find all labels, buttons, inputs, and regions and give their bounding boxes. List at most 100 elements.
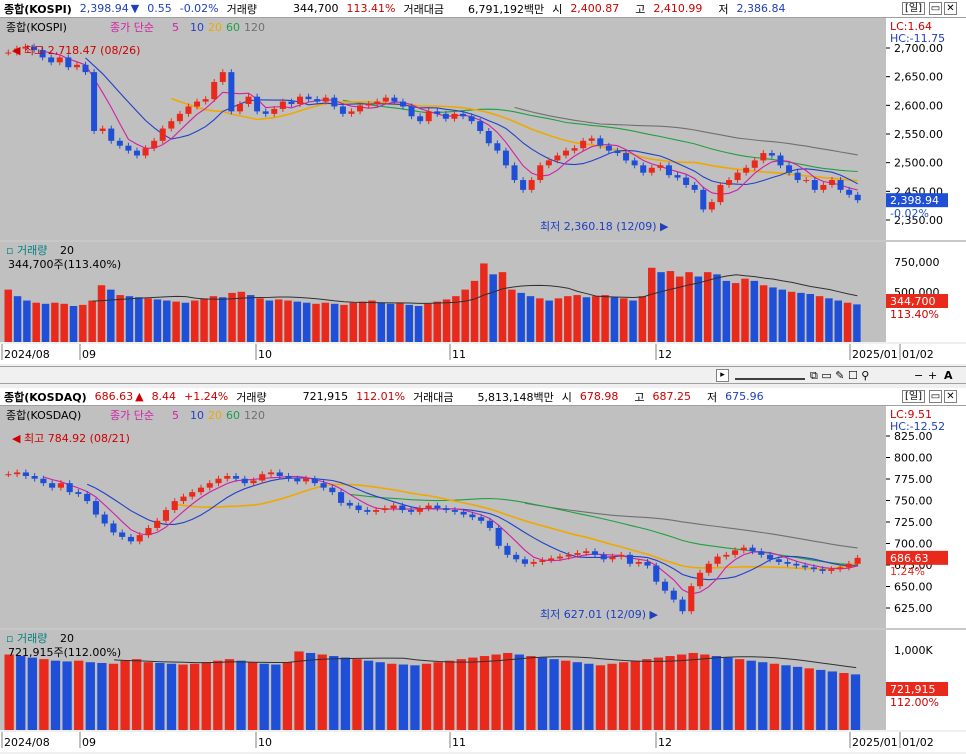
ma120-line (524, 502, 858, 549)
candle (775, 559, 782, 562)
volume-bar (294, 651, 304, 730)
volume-bar (284, 300, 292, 342)
candle (810, 567, 817, 570)
volume-bar (340, 304, 348, 342)
toolbar-icons[interactable]: ⧉ ▭ ✎ ☐ ⚲ (810, 369, 870, 382)
auto-scale-button[interactable]: A (944, 369, 953, 382)
candle (740, 547, 747, 551)
candle (846, 189, 853, 195)
volume-bar (442, 299, 451, 342)
candle (768, 153, 775, 156)
volume-bar (108, 663, 119, 730)
volume-label: 거래량 (236, 390, 267, 404)
candle (469, 514, 476, 518)
volume-bar (213, 660, 223, 730)
price-tick-label: 2,650.00 (894, 71, 943, 84)
kospi-volume-pct: 113.41% (346, 2, 396, 15)
volume-bar (330, 303, 339, 342)
volume-bar (166, 663, 177, 730)
volume-bar (573, 295, 581, 342)
amount-label: 거래대금 (413, 390, 454, 404)
candle (305, 96, 312, 100)
date-label: 12 (658, 736, 672, 749)
candle (14, 472, 21, 475)
volume-bar (60, 303, 68, 342)
volume-bar (741, 278, 749, 342)
kosdaq-high: 687.25 (652, 390, 692, 403)
kosdaq-chart[interactable]: 825.00800.00775.00750.00725.00700.00675.… (0, 406, 966, 754)
volume-axis-bg (886, 630, 966, 730)
candle (56, 57, 63, 63)
volume-label: 거래량 (226, 2, 258, 16)
candle (434, 505, 441, 509)
volume-bar (246, 295, 255, 342)
volume-bar (491, 654, 501, 730)
candle (605, 145, 612, 151)
volume-bar (155, 662, 165, 730)
candle (417, 116, 424, 122)
candle (116, 140, 123, 146)
volume-bar (424, 303, 432, 342)
candle (717, 184, 724, 203)
candle (399, 101, 406, 107)
period-button[interactable]: [일] (902, 2, 926, 15)
candle (451, 113, 458, 119)
candle (528, 180, 535, 190)
minimize-icon[interactable]: ▭ (929, 2, 942, 15)
zoom-in-button[interactable]: + (928, 369, 938, 382)
candle (588, 138, 595, 141)
volume-bar (377, 302, 386, 342)
scrollbar[interactable]: ▸ ⧉ ▭ ✎ ☐ ⚲ − + A (0, 366, 966, 384)
zoom-slider[interactable] (735, 369, 805, 380)
candle (101, 514, 108, 524)
date-label: 09 (82, 348, 96, 361)
scroll-right-button[interactable]: ▸ (716, 369, 729, 382)
volume-bar (685, 272, 693, 342)
kospi-change: 0.55 (147, 2, 172, 15)
candle (786, 165, 793, 173)
candle (714, 556, 721, 564)
ma-legend-10: 10 (190, 21, 204, 34)
close-icon[interactable]: ✕ (944, 390, 957, 403)
volume-bar (657, 272, 665, 342)
candle (767, 554, 774, 560)
volume-bar (97, 662, 107, 730)
current-price-label: 2,398.94 (890, 194, 939, 207)
volume-pct-label: 113.40% (890, 308, 939, 321)
zoom-out-button[interactable]: − (914, 369, 924, 382)
volume-bar (694, 276, 703, 342)
candle (236, 104, 243, 112)
volume-bar (675, 276, 684, 342)
volume-bar (32, 302, 40, 342)
volume-bar (247, 662, 258, 730)
candle (486, 520, 493, 528)
volume-bar (827, 671, 837, 730)
kosdaq-title[interactable]: 종합(KOSDAQ) (4, 390, 87, 404)
candle (339, 106, 346, 114)
candle (708, 202, 715, 210)
close-icon[interactable]: ✕ (944, 2, 957, 15)
candle (133, 150, 140, 156)
date-label: 10 (258, 348, 272, 361)
candle (82, 64, 89, 73)
candle (355, 505, 362, 511)
kospi-quote-bar: 종합(KOSPI) 2,398.94 ▼ 0.55 -0.02% 거래량 344… (0, 0, 966, 18)
volume-bar (549, 659, 559, 730)
candle (545, 160, 552, 166)
minimize-icon[interactable]: ▭ (929, 390, 942, 403)
candle (520, 180, 527, 190)
volume-bar (293, 301, 302, 342)
volume-bar (39, 659, 49, 730)
volume-bar (143, 662, 153, 730)
ma-legend-title: 종가 단순 (110, 21, 154, 34)
price-tick-label: 700.00 (894, 538, 933, 551)
kospi-chart[interactable]: 2,700.00 2,650.00 2,600.00 2,550.00 2,500.00… (0, 18, 966, 366)
candle (679, 599, 686, 612)
candle (399, 505, 406, 511)
candle (674, 175, 681, 178)
kospi-title[interactable]: 종합(KOSPI) (4, 2, 72, 16)
period-button[interactable]: [일] (902, 390, 926, 403)
volume-bar (653, 657, 664, 730)
hc-label: HC:-11.75 (890, 32, 945, 45)
candle (591, 551, 599, 555)
